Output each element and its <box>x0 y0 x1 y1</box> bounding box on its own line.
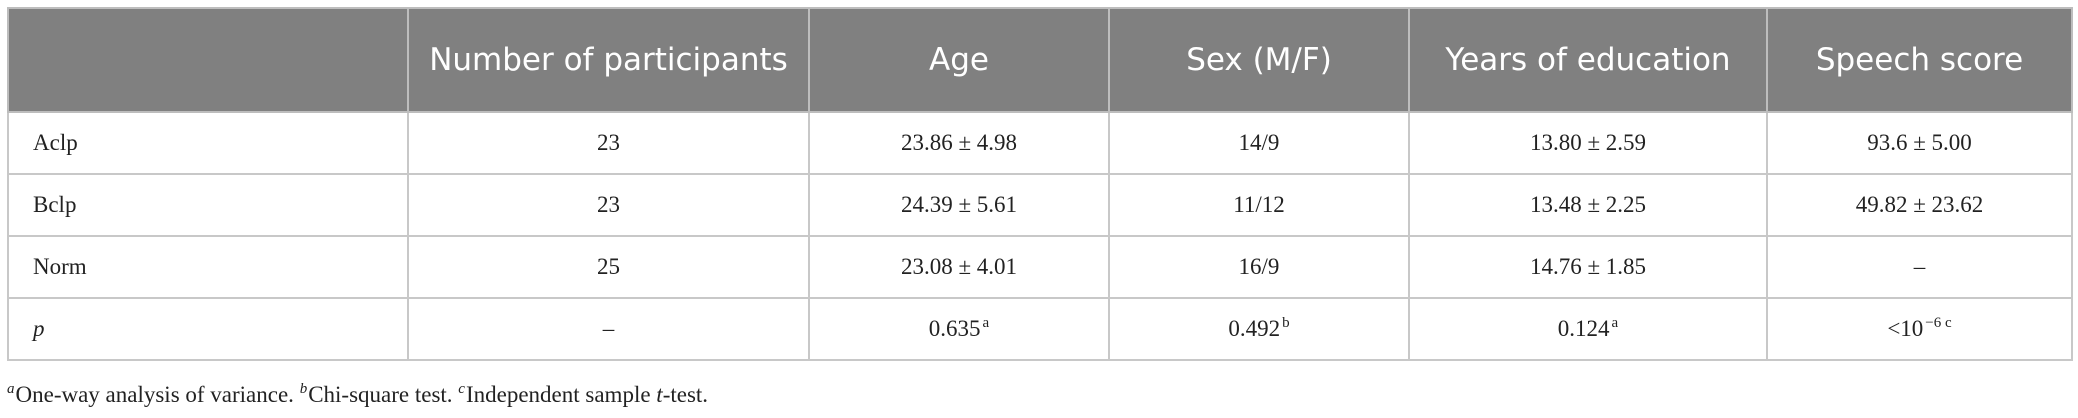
cell-value: <10 <box>1887 316 1924 341</box>
column-header: Years of education <box>1408 7 1768 113</box>
cell-superscript: a <box>1611 315 1619 331</box>
footnotes: aOne-way analysis of variance. bChi-squa… <box>7 382 708 408</box>
cell: 0.124 a <box>1408 297 1768 361</box>
footnote: bChi-square test. <box>299 381 459 408</box>
cell: 11/12 <box>1108 173 1410 237</box>
footnote: aOne-way analysis of variance. <box>7 381 300 408</box>
footnote-mark: c <box>458 381 465 397</box>
footnote: cIndependent sample t-test. <box>458 381 709 408</box>
table-row: p –0.635 a 0.492 b 0.124 a <10 −6 c <box>7 297 2073 361</box>
footnote-text: Independent sample <box>465 382 657 407</box>
column-header: Speech score <box>1766 7 2073 113</box>
table-row: Aclp 23 23.86 ± 4.98 14/9 13.80 ± 2.59 93.6 ±… <box>7 111 2073 175</box>
cell: 13.80 ± 2.59 <box>1408 111 1768 175</box>
cell-superscript: a <box>982 315 990 331</box>
cell: 16/9 <box>1108 235 1410 299</box>
cell: Aclp <box>7 111 409 175</box>
cell: p <box>7 297 409 361</box>
cell: Bclp <box>7 173 409 237</box>
cell: 49.82 ± 23.62 <box>1766 173 2073 237</box>
footnote-mark: b <box>299 381 308 397</box>
cell: Norm <box>7 235 409 299</box>
column-header: Age <box>808 7 1110 113</box>
cell: 0.635 a <box>808 297 1110 361</box>
footnote-text: t <box>656 382 663 407</box>
cell: 24.39 ± 5.61 <box>808 173 1110 237</box>
column-header <box>7 7 409 113</box>
cell: 23.08 ± 4.01 <box>808 235 1110 299</box>
cell: 14/9 <box>1108 111 1410 175</box>
cell: 25 <box>407 235 810 299</box>
footnote-text: -test. <box>662 382 709 407</box>
cell: 0.492 b <box>1108 297 1410 361</box>
cell-value: 0.124 <box>1557 316 1610 341</box>
cell: 14.76 ± 1.85 <box>1408 235 1768 299</box>
header-row: Number of participants Age Sex (M/F) Years … <box>7 7 2073 113</box>
footnote-text: One-way analysis of variance. <box>15 382 294 407</box>
footnote-mark: a <box>7 381 15 397</box>
cell-superscript: −6 c <box>1925 315 1952 331</box>
cell: 23.86 ± 4.98 <box>808 111 1110 175</box>
cell: <10 −6 c <box>1766 297 2073 361</box>
cell: 93.6 ± 5.00 <box>1766 111 2073 175</box>
table-row: Norm 25 23.08 ± 4.01 16/9 14.76 ± 1.85– <box>7 235 2073 299</box>
cell: – <box>1766 235 2073 299</box>
data-table: Number of participants Age Sex (M/F) Years … <box>7 7 2073 361</box>
cell: 23 <box>407 173 810 237</box>
cell: 13.48 ± 2.25 <box>1408 173 1768 237</box>
table-row: Bclp 23 24.39 ± 5.61 11/12 13.48 ± 2.25 49.82… <box>7 173 2073 237</box>
cell: – <box>407 297 810 361</box>
column-header: Sex (M/F) <box>1108 7 1410 113</box>
cell-value: 0.492 <box>1228 316 1281 341</box>
cell: 23 <box>407 111 810 175</box>
cell-value: 0.635 <box>928 316 981 341</box>
column-header: Number of participants <box>407 7 810 113</box>
cell-superscript: b <box>1282 315 1290 331</box>
footnote-text: Chi-square test. <box>308 382 453 407</box>
